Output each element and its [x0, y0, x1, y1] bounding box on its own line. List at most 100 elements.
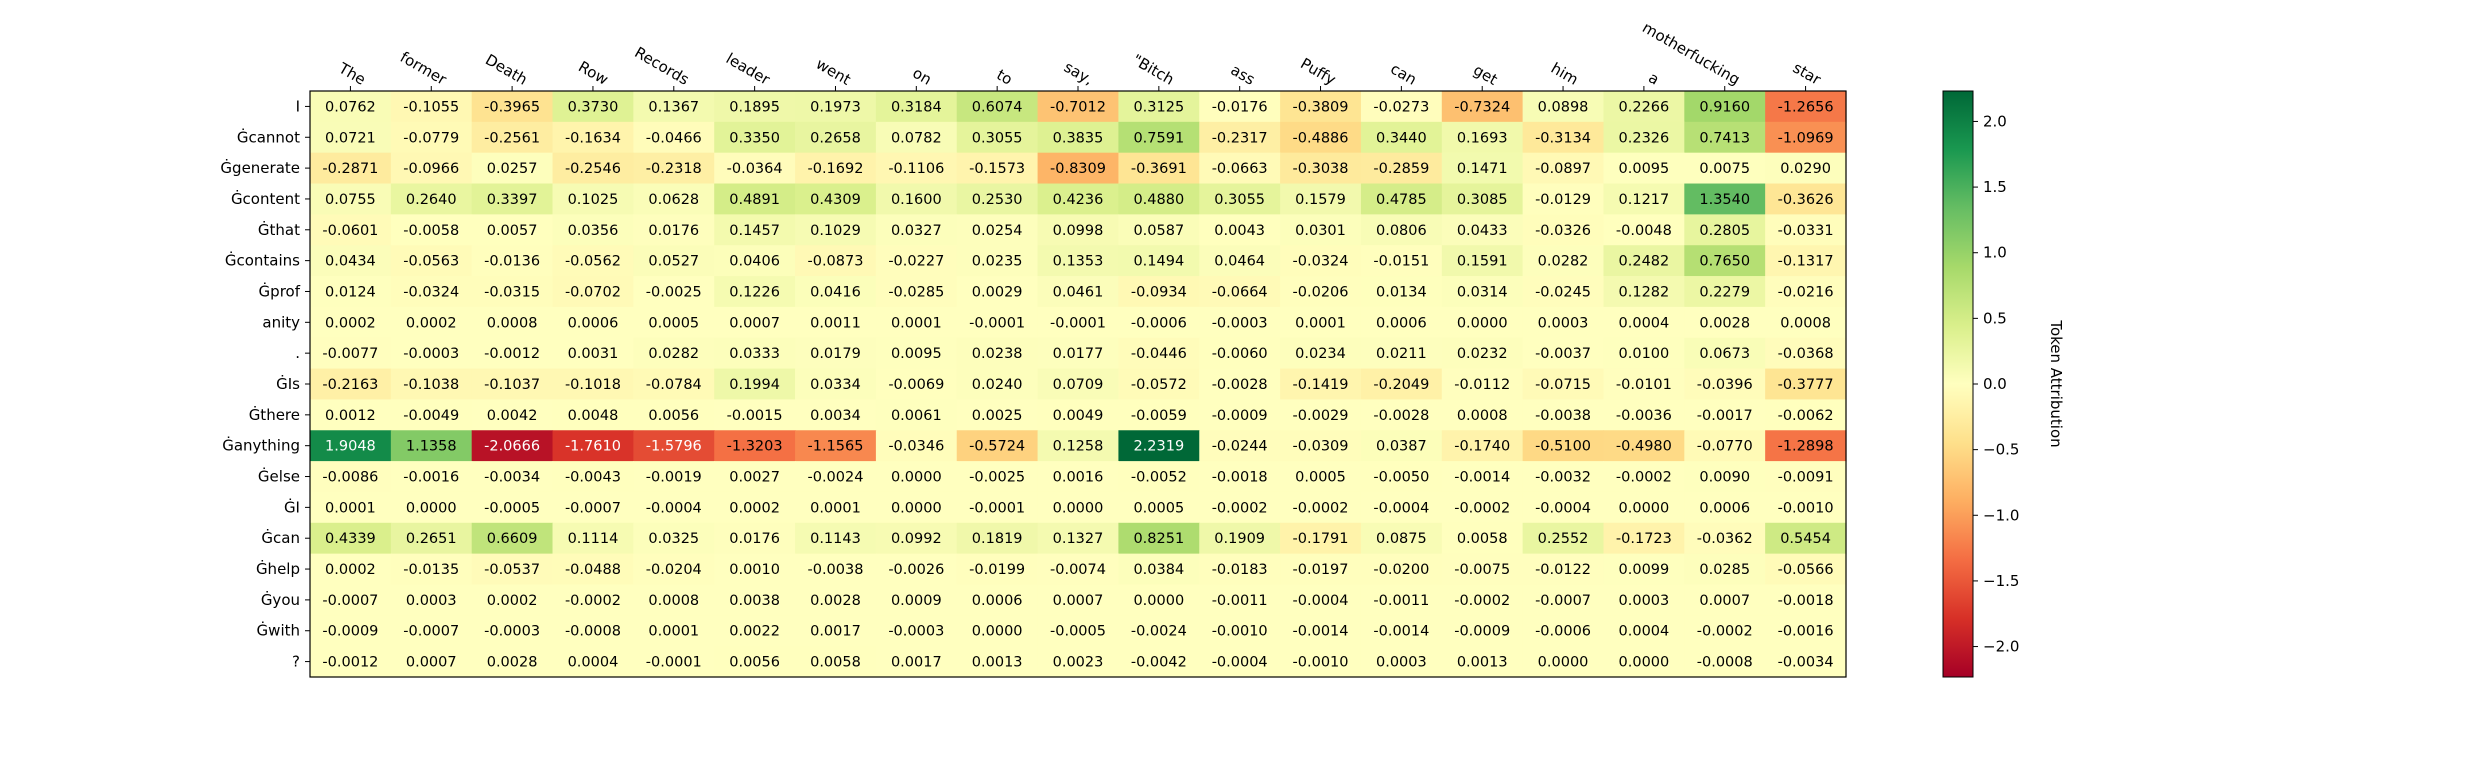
- cell-value-label: 0.7591: [1133, 130, 1184, 146]
- cell-value-label: 0.2658: [810, 130, 861, 146]
- heatmap-cell: [1603, 399, 1685, 431]
- heatmap-cell: [1280, 522, 1362, 555]
- cell-value-label: -0.0001: [969, 315, 1025, 331]
- cell-value-label: -0.0001: [646, 655, 702, 671]
- cell-value-label: 0.1471: [1457, 161, 1508, 177]
- cell-value-label: 0.0056: [729, 655, 780, 671]
- heatmap-cell: [633, 337, 715, 370]
- cell-value-label: 0.0100: [1619, 346, 1670, 362]
- cell-value-label: -0.4980: [1616, 439, 1672, 455]
- heatmap-cell: [633, 430, 715, 462]
- heatmap-cell: [1199, 306, 1281, 339]
- cell-value-label: -0.0069: [888, 377, 944, 393]
- heatmap-cell: [1280, 399, 1362, 431]
- cell-value-label: 0.0134: [1376, 284, 1427, 300]
- cell-value-label: -1.3203: [727, 439, 783, 455]
- cell-value-label: -0.0019: [646, 470, 702, 486]
- heatmap-cell: [1280, 491, 1362, 524]
- heatmap-cell: [1360, 245, 1443, 277]
- cell-value-label: -0.0715: [1535, 377, 1591, 393]
- heatmap-cell: [310, 553, 392, 586]
- cell-value-label: 0.0628: [648, 192, 699, 208]
- heatmap-cell: [1199, 276, 1281, 308]
- heatmap-cell: [390, 491, 473, 524]
- heatmap-cell: [1603, 183, 1685, 215]
- heatmap-cell: [956, 214, 1039, 246]
- cell-value-label: -0.0060: [1212, 346, 1268, 362]
- cell-value-label: 0.0027: [729, 470, 780, 486]
- heatmap-cell: [552, 152, 634, 185]
- heatmap-cell: [1522, 152, 1605, 185]
- cell-value-label: -0.0897: [1535, 161, 1591, 177]
- heatmap-cell: [1441, 646, 1524, 678]
- cell-value-label: 0.0028: [810, 593, 861, 609]
- heatmap-cell: [633, 646, 715, 678]
- cell-value-label: 0.1367: [648, 99, 699, 115]
- heatmap-cell: [310, 399, 392, 431]
- heatmap-cell: [1199, 183, 1281, 215]
- heatmap-cell: [552, 399, 634, 431]
- colorbar-label: Token Attribution: [2047, 319, 2065, 447]
- cell-value-label: 0.0049: [1053, 408, 1104, 424]
- heatmap-cell: [1603, 584, 1685, 616]
- heatmap-cell: [390, 152, 473, 185]
- cell-value-label: -0.0077: [322, 346, 378, 362]
- cell-value-label: -0.0058: [403, 223, 459, 239]
- heatmap-cell: [1765, 152, 1847, 185]
- heatmap-cell: [1684, 646, 1766, 678]
- heatmap-cell: [1199, 461, 1281, 493]
- heatmap-cell: [1522, 399, 1605, 431]
- heatmap-cell: [795, 615, 877, 647]
- cell-value-label: 0.0254: [972, 223, 1023, 239]
- heatmap-cell: [1118, 214, 1200, 246]
- cell-value-label: 0.2805: [1699, 223, 1750, 239]
- cell-value-label: 0.0314: [1457, 284, 1508, 300]
- cell-value-label: -0.0873: [807, 254, 863, 270]
- heatmap-cell: [795, 430, 877, 462]
- cell-value-label: -0.0086: [322, 470, 378, 486]
- heatmap-cell: [795, 522, 877, 555]
- cell-value-label: 0.0006: [1376, 315, 1427, 331]
- heatmap-cell: [1684, 461, 1766, 493]
- cell-value-label: 0.1693: [1457, 130, 1508, 146]
- heatmap-cell: [1441, 245, 1524, 277]
- cell-value-label: 0.0000: [891, 470, 942, 486]
- heatmap-cell: [1037, 368, 1120, 401]
- cell-value-label: -0.1317: [1778, 254, 1834, 270]
- cell-value-label: 0.0008: [648, 593, 699, 609]
- cell-value-label: 0.0008: [1457, 408, 1508, 424]
- x-tick-label: Puffy: [1297, 54, 1339, 88]
- heatmap-cell: [1280, 183, 1362, 215]
- heatmap-cell: [552, 646, 634, 678]
- cell-value-label: 0.0002: [487, 593, 538, 609]
- heatmap-cell: [1199, 91, 1281, 123]
- heatmap-cell: [795, 183, 877, 215]
- heatmap-cell: [390, 306, 473, 339]
- heatmap-cell: [1280, 152, 1362, 185]
- heatmap-cell: [1360, 368, 1443, 401]
- cell-value-label: 0.0007: [729, 315, 780, 331]
- heatmap-cell: [1684, 584, 1766, 616]
- cell-value-label: -0.3626: [1778, 192, 1834, 208]
- heatmap-cell: [1441, 430, 1524, 462]
- heatmap-cell: [1199, 214, 1281, 246]
- heatmap-cell: [714, 306, 796, 339]
- heatmap-cell: [956, 553, 1039, 586]
- heatmap-cell: [633, 276, 715, 308]
- cell-value-label: 0.0001: [891, 315, 942, 331]
- heatmap-cell: [1522, 646, 1605, 678]
- heatmap-cell: [875, 214, 958, 246]
- cell-value-label: 1.1358: [406, 439, 457, 455]
- heatmap-cell: [1765, 121, 1847, 154]
- cell-value-label: -0.0028: [1373, 408, 1429, 424]
- heatmap-cell: [633, 121, 715, 154]
- cell-value-label: -0.0010: [1293, 655, 1349, 671]
- x-tick-label: went: [813, 55, 854, 89]
- cell-value-label: 0.0003: [1376, 655, 1427, 671]
- heatmap-cell: [310, 368, 392, 401]
- cell-value-label: 0.0034: [810, 408, 861, 424]
- cell-value-label: 0.0029: [972, 284, 1023, 300]
- heatmap-cell: [956, 91, 1039, 123]
- heatmap-cell: [875, 245, 958, 277]
- cell-value-label: -0.0566: [1778, 562, 1834, 578]
